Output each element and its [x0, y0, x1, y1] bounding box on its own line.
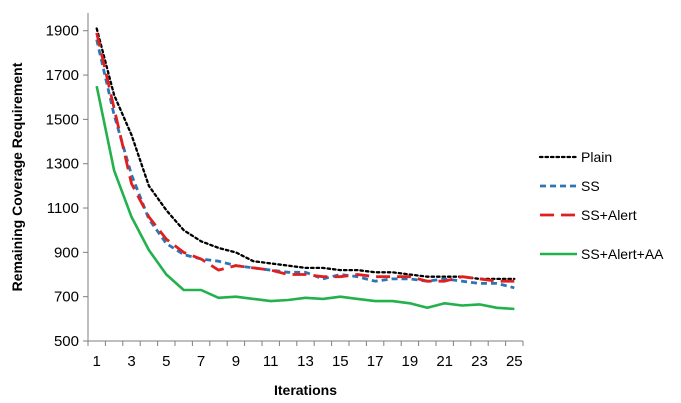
x-tick-label: 1	[93, 353, 101, 370]
y-tick-label: 500	[54, 333, 79, 350]
axes	[87, 13, 523, 342]
x-tick-label: 11	[263, 353, 279, 370]
x-tick-label: 9	[232, 353, 240, 370]
x-tick-label: 7	[197, 353, 205, 370]
legend: Plain SS SS+Alert SS+Alert+AA	[538, 149, 664, 262]
y-tick-label: 1500	[46, 111, 79, 128]
y-axis-title: Remaining Coverage Requirement	[9, 62, 25, 291]
x-tick-label: 15	[332, 353, 349, 370]
y-tick-label: 1700	[46, 67, 79, 84]
y-tick-label: 700	[54, 289, 79, 306]
x-tick-label: 3	[127, 353, 135, 370]
series-group	[95, 27, 516, 311]
legend-label: Plain	[581, 149, 612, 165]
series-line-plain	[95, 27, 516, 281]
y-ticks: 500 700 900 1100 1300 1500 1700 1900	[46, 23, 88, 350]
y-tick-label: 1100	[47, 200, 79, 217]
x-tick-label: 13	[297, 353, 314, 370]
x-tick-label: 25	[506, 353, 523, 370]
y-tick-label: 1900	[46, 23, 79, 40]
x-tick-label: 21	[436, 353, 453, 370]
legend-label: SS+Alert	[581, 207, 637, 223]
x-tick-label: 19	[402, 353, 419, 370]
series-line-ss-alert	[95, 32, 515, 283]
y-tick-label: 1300	[46, 156, 79, 173]
x-axis-title: Iterations	[274, 382, 337, 398]
x-tick-label: 5	[162, 353, 170, 370]
x-tick-label: 23	[471, 353, 488, 370]
legend-label: SS	[581, 178, 600, 194]
series-line-ss-alert-aa	[95, 85, 515, 311]
x-tick-label: 17	[367, 353, 384, 370]
y-tick-label: 900	[54, 244, 79, 261]
legend-label: SS+Alert+AA	[581, 246, 664, 262]
x-ticks: 1 3 5 7 9 11 13 15 17 19 21 23 25	[87, 341, 524, 370]
series-line-ss	[95, 39, 515, 290]
